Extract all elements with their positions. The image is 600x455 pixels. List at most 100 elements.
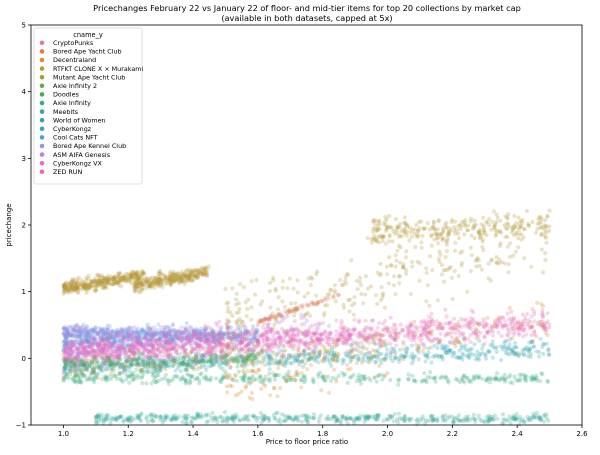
scatter-point	[543, 257, 548, 263]
scatter-point	[125, 418, 130, 423]
scatter-point	[344, 337, 349, 342]
scatter-point	[393, 292, 398, 297]
scatter-point	[405, 229, 410, 234]
scatter-point	[373, 416, 378, 421]
scatter-point	[180, 374, 185, 379]
scatter-point	[61, 291, 66, 296]
scatter-point	[296, 418, 301, 423]
scatter-point	[461, 373, 467, 378]
scatter-point	[192, 377, 197, 382]
scatter-point	[237, 306, 242, 311]
scatter-point	[288, 334, 293, 339]
scatter-point	[516, 353, 521, 358]
scatter-point	[480, 351, 485, 356]
scatter-point	[483, 352, 488, 357]
scatter-point	[268, 305, 273, 310]
scatter-point	[114, 417, 119, 422]
scatter-point	[479, 376, 485, 381]
scatter-point	[406, 376, 411, 381]
scatter-point	[196, 415, 201, 420]
scatter-point	[522, 226, 527, 231]
scatter-point	[471, 374, 476, 379]
scatter-point	[219, 380, 224, 385]
scatter-point	[357, 318, 362, 323]
scatter-point	[374, 359, 379, 364]
scatter-point	[245, 417, 250, 422]
scatter-point	[334, 333, 339, 338]
scatter-point	[334, 418, 339, 423]
scatter-point	[530, 219, 535, 225]
scatter-point	[396, 411, 401, 416]
scatter-point	[75, 380, 80, 385]
scatter-point	[300, 413, 305, 418]
scatter-point	[492, 413, 498, 418]
scatter-point	[154, 414, 159, 419]
scatter-point	[273, 373, 278, 378]
scatter-point	[191, 415, 196, 420]
scatter-point	[433, 375, 438, 380]
scatter-point	[469, 253, 474, 258]
scatter-point	[471, 412, 476, 417]
scatter-point	[223, 357, 228, 362]
scatter-point	[161, 417, 166, 422]
scatter-point	[174, 416, 179, 421]
scatter-point	[204, 412, 209, 417]
scatter-point	[302, 375, 308, 380]
scatter-point	[225, 415, 230, 420]
scatter-point	[509, 316, 514, 321]
scatter-point	[287, 415, 292, 420]
scatter-point	[333, 414, 338, 419]
scatter-point	[357, 373, 362, 378]
scatter-point	[482, 420, 487, 425]
scatter-point	[517, 332, 522, 337]
scatter-point	[342, 372, 348, 377]
scatter-point	[460, 357, 465, 362]
scatter-point	[404, 349, 409, 355]
scatter-point	[438, 232, 443, 237]
scatter-point	[508, 373, 513, 378]
scatter-point	[460, 375, 465, 380]
scatter-point	[186, 363, 191, 368]
scatter-point	[432, 417, 437, 422]
scatter-point	[73, 366, 78, 371]
scatter-point	[332, 414, 337, 419]
scatter-point	[457, 355, 462, 360]
scatter-point	[468, 378, 473, 383]
scatter-point	[219, 360, 224, 366]
scatter-point	[485, 329, 490, 335]
scatter-point	[149, 412, 154, 417]
scatter-point	[531, 376, 536, 381]
scatter-point	[250, 338, 255, 344]
scatter-point	[173, 368, 178, 373]
scatter-point	[191, 271, 196, 276]
scatter-point	[466, 352, 471, 357]
scatter-point	[468, 269, 473, 274]
scatter-point	[81, 367, 86, 372]
scatter-point	[282, 304, 288, 310]
scatter-point	[482, 418, 487, 423]
scatter-point	[188, 380, 193, 385]
scatter-point	[434, 326, 439, 331]
scatter-point	[473, 357, 478, 362]
scatter-point	[247, 376, 252, 381]
scatter-point	[361, 374, 366, 379]
scatter-point	[196, 269, 202, 274]
scatter-point	[488, 417, 493, 422]
scatter-point	[487, 216, 492, 221]
scatter-point	[104, 414, 109, 419]
scatter-point	[448, 265, 453, 270]
scatter-point	[196, 413, 201, 418]
scatter-point	[526, 347, 531, 352]
scatter-point	[532, 329, 537, 334]
scatter-point	[508, 421, 513, 426]
scatter-point	[258, 411, 263, 416]
scatter-point	[284, 372, 289, 377]
scatter-point	[104, 412, 109, 418]
scatter-point	[144, 381, 149, 386]
scatter-point	[63, 332, 68, 337]
scatter-point	[429, 316, 434, 321]
scatter-point	[510, 348, 515, 354]
scatter-point	[219, 358, 224, 363]
scatter-point	[209, 375, 214, 380]
scatter-point	[303, 377, 308, 383]
